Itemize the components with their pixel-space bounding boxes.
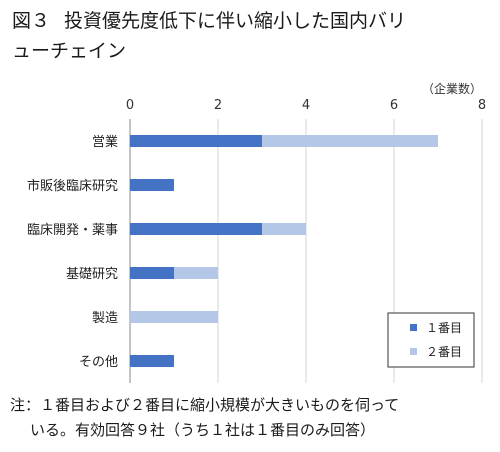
title-line-1: 投資優先度低下に伴い縮小した国内バリ bbox=[64, 10, 407, 32]
bar-second bbox=[262, 135, 438, 147]
bar-second bbox=[262, 223, 306, 235]
x-tick-label: 2 bbox=[214, 98, 222, 113]
unit-label: （企業数） bbox=[421, 82, 482, 96]
x-tick-label: 8 bbox=[478, 98, 486, 113]
bar-first bbox=[130, 135, 262, 147]
bar-second bbox=[174, 267, 218, 279]
legend-swatch bbox=[410, 324, 417, 331]
category-label: 製造 bbox=[92, 311, 118, 326]
bar-first bbox=[130, 179, 174, 191]
category-label: 市販後臨床研究 bbox=[27, 178, 118, 194]
legend-label: １番目 bbox=[426, 321, 462, 335]
category-label: その他 bbox=[79, 355, 118, 370]
chart-title: 図３ 投資優先度低下に伴い縮小した国内バリ ューチェイン bbox=[12, 6, 492, 66]
title-line-2: ューチェイン bbox=[12, 40, 127, 62]
bar-second bbox=[130, 311, 218, 323]
x-tick-label: 4 bbox=[302, 98, 310, 113]
x-tick-label: 0 bbox=[126, 98, 134, 113]
bar-first bbox=[130, 355, 174, 367]
bar-first bbox=[130, 267, 174, 279]
figure-label: 図３ bbox=[12, 10, 51, 32]
category-label: 営業 bbox=[92, 134, 118, 150]
legend-label: ２番目 bbox=[426, 345, 462, 359]
footnote-line-2: いる。有効回答９社（うち１社は１番目のみ回答） bbox=[30, 421, 376, 439]
footnote-line-1: 注：１番目および２番目に縮小規模が大きいものを伺って bbox=[10, 396, 400, 414]
bar-first bbox=[130, 223, 262, 235]
x-tick-label: 6 bbox=[390, 98, 398, 113]
category-label: 基礎研究 bbox=[66, 267, 118, 282]
legend-box bbox=[387, 312, 475, 368]
category-label: 臨床開発・薬事 bbox=[27, 223, 118, 238]
footnote: 注：１番目および２番目に縮小規模が大きいものを伺って いる。有効回答９社（うち１… bbox=[10, 393, 494, 443]
legend-swatch bbox=[410, 348, 417, 355]
